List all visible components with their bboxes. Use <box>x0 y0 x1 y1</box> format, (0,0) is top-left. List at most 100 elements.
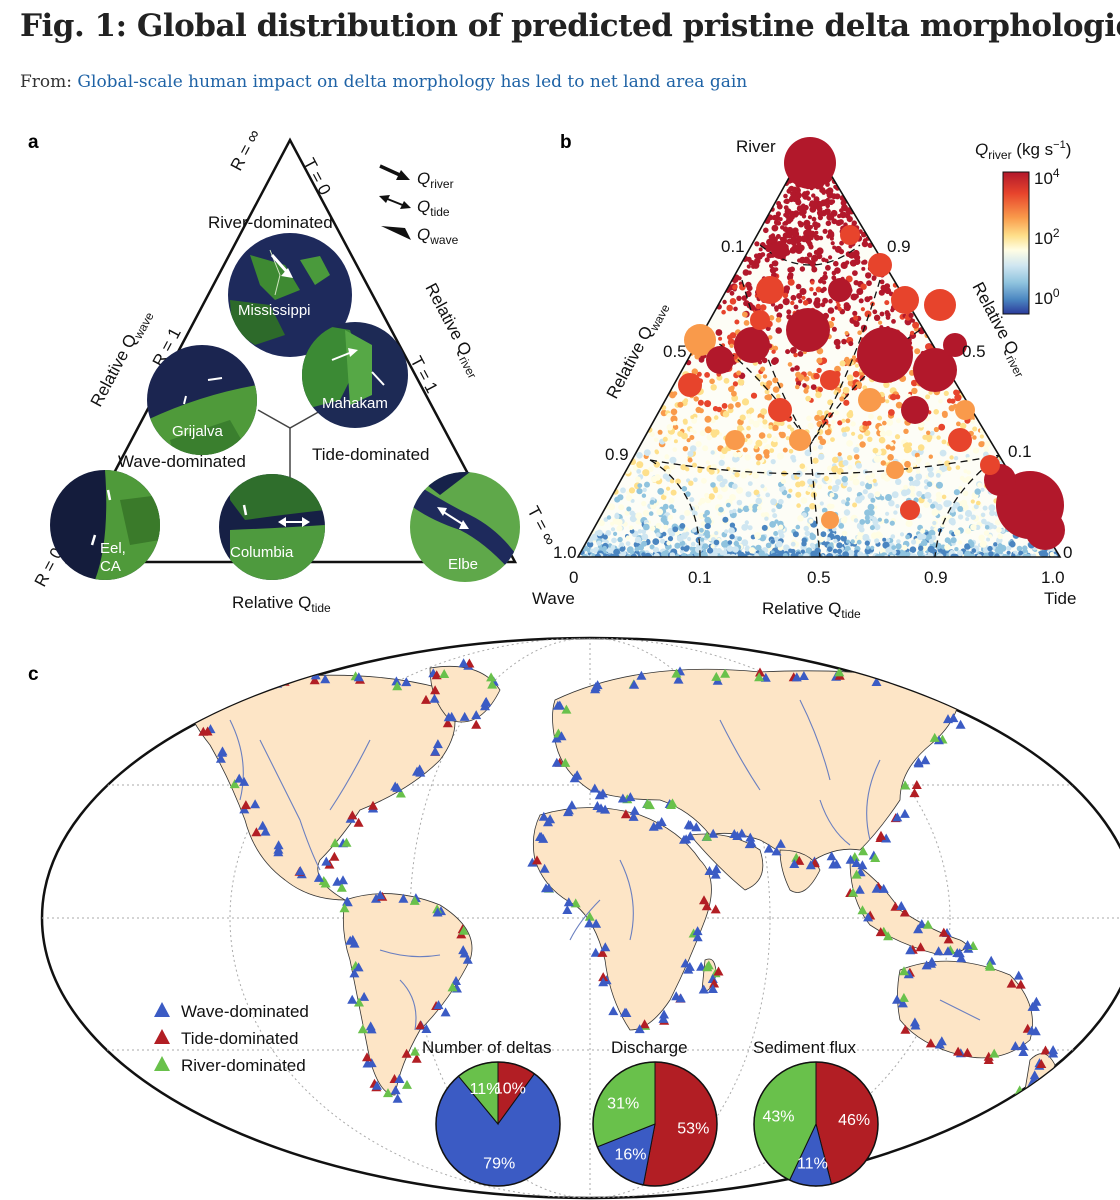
delta-point <box>988 551 994 557</box>
delta-point <box>718 506 724 513</box>
delta-point <box>736 295 742 301</box>
delta-point <box>691 418 697 424</box>
delta-point <box>740 471 748 479</box>
delta-point <box>802 193 809 200</box>
delta-point <box>850 539 855 544</box>
delta-point <box>908 312 914 318</box>
delta-point <box>825 264 831 271</box>
delta-marker <box>629 679 640 689</box>
region-river-dominated: River-dominated <box>208 213 333 232</box>
delta-marker <box>720 668 731 678</box>
delta-point <box>752 471 760 479</box>
delta-point <box>641 493 647 498</box>
delta-point <box>731 394 739 402</box>
delta-marker <box>675 993 686 1003</box>
delta-marker <box>683 964 694 974</box>
delta-point <box>794 365 800 371</box>
delta-point <box>744 520 749 525</box>
delta-marker <box>349 968 360 978</box>
delta-point <box>783 285 791 292</box>
delta-point <box>661 551 668 557</box>
delta-marker <box>584 911 595 921</box>
delta-point <box>806 487 812 492</box>
delta-point <box>692 430 697 435</box>
delta-point <box>795 491 802 498</box>
delta-point <box>771 349 776 354</box>
delta-point <box>917 533 924 541</box>
delta-point <box>929 430 935 436</box>
delta-point <box>941 439 947 445</box>
delta-marker <box>685 820 696 830</box>
delta-point <box>807 215 813 220</box>
delta-point <box>839 360 846 367</box>
delta-point <box>730 467 737 473</box>
delta-point <box>771 358 778 366</box>
delta-marker <box>870 853 881 862</box>
delta-point <box>971 548 977 553</box>
delta-marker <box>562 905 573 914</box>
delta-point <box>911 318 915 323</box>
delta-point <box>831 275 837 281</box>
legend-qtide: Qtide <box>417 197 450 219</box>
delta-point <box>628 525 634 531</box>
delta-point <box>787 362 793 367</box>
delta-point <box>695 546 702 554</box>
delta-point <box>938 399 943 404</box>
delta-point <box>864 429 871 437</box>
source-article-link[interactable]: Global-scale human impact on delta morph… <box>77 72 748 92</box>
delta-point <box>626 506 632 512</box>
delta-marker <box>398 893 409 903</box>
delta-point <box>672 424 679 431</box>
delta-point <box>745 545 750 550</box>
delta-marker <box>411 1053 422 1063</box>
delta-point <box>691 510 698 517</box>
delta-point <box>797 220 803 226</box>
delta-point <box>982 505 988 511</box>
delta-point <box>882 420 887 426</box>
delta-point <box>803 552 810 557</box>
delta-point <box>687 450 694 457</box>
delta-marker <box>791 672 802 682</box>
delta-marker <box>763 843 774 853</box>
delta-marker <box>320 674 331 684</box>
delta-point <box>865 482 873 490</box>
delta-marker <box>451 976 461 985</box>
delta-point <box>772 436 778 443</box>
delta-point <box>760 484 765 489</box>
delta-point <box>965 476 973 484</box>
delta-point <box>914 452 920 458</box>
delta-scatter-large <box>678 137 1065 550</box>
delta-point <box>770 539 775 544</box>
flux-legend: Qriver Qtide Qwave <box>379 164 459 247</box>
delta-marker <box>458 658 469 668</box>
delta-marker <box>848 887 859 897</box>
delta-point <box>788 488 793 493</box>
delta-point <box>672 526 679 533</box>
delta-point <box>650 525 656 532</box>
delta-point <box>895 478 902 485</box>
delta-point <box>611 537 617 544</box>
delta-marker <box>556 731 567 741</box>
delta-point-large <box>684 324 716 356</box>
delta-point <box>815 504 821 510</box>
delta-point <box>669 478 675 484</box>
delta-point <box>853 280 859 286</box>
apex-label-river: River <box>736 137 776 156</box>
delta-point <box>737 508 742 513</box>
delta-point <box>727 338 736 346</box>
delta-point <box>993 542 998 547</box>
delta-point <box>957 514 964 520</box>
delta-point <box>927 552 934 557</box>
delta-marker <box>539 863 550 873</box>
delta-point <box>818 278 823 284</box>
delta-marker <box>900 780 911 790</box>
delta-point <box>909 546 917 553</box>
delta-marker <box>923 919 933 929</box>
delta-point <box>827 307 835 314</box>
delta-point <box>852 270 858 276</box>
delta-marker <box>366 1058 377 1068</box>
delta-marker <box>857 905 868 915</box>
delta-marker <box>442 718 453 728</box>
delta-point <box>746 264 751 269</box>
